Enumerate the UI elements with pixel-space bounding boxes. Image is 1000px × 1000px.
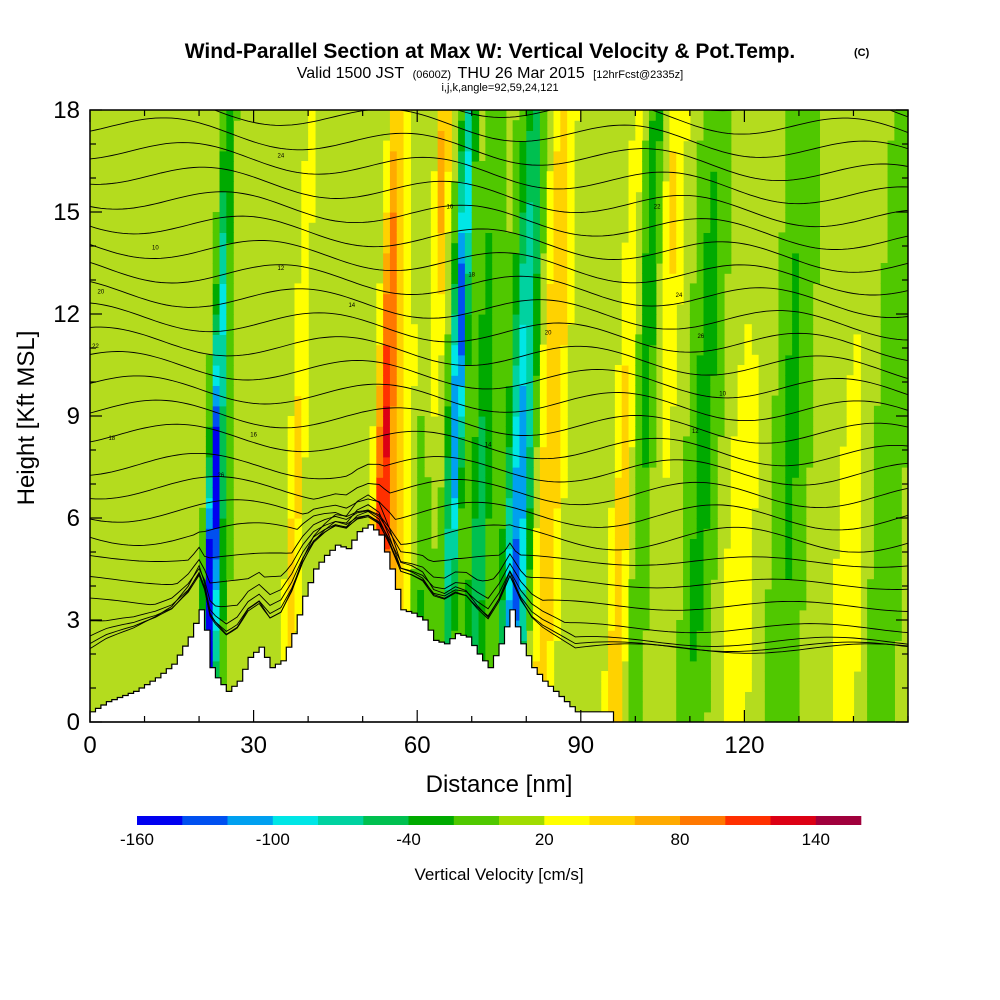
theta-contour-label: 14	[485, 443, 492, 449]
theta-contour-label: 22	[654, 205, 661, 211]
plot-area: 10 12 14 16 18 20 22 24 26 10 12 14 16 18 20 22 24 26	[89, 109, 909, 723]
y-tick-label: 3	[67, 607, 80, 634]
theta-contour-label: 12	[692, 429, 699, 435]
theta-contour-label: 26	[218, 473, 225, 479]
colorbar-label: Vertical Velocity [cm/s]	[414, 865, 583, 884]
colorbar-swatch	[589, 816, 635, 825]
y-tick-label: 18	[53, 97, 80, 124]
x-tick-labels: 0 30 60 90 120	[83, 732, 764, 759]
subtitle-indices: i,j,k,angle=92,59,24,121	[441, 82, 558, 94]
y-tick-label: 12	[53, 301, 80, 328]
subtitle-date: THU 26 Mar 2015	[458, 65, 585, 82]
colorbar-tick-label: 80	[671, 830, 690, 849]
x-tick-label: 60	[404, 732, 431, 759]
subtitle-utc: (0600Z)	[413, 69, 452, 81]
colorbar-swatch	[499, 816, 545, 825]
theta-contour-label: 24	[278, 154, 285, 160]
theta-contour-label: 10	[719, 392, 726, 398]
x-tick-label: 30	[240, 732, 267, 759]
colorbar-swatch	[680, 816, 726, 825]
axis-ticks	[89, 109, 909, 723]
colorbar-swatch	[815, 816, 862, 825]
y-axis-label: Height [Kft MSL]	[13, 331, 40, 506]
subtitle-fcst: [12hrFcst@2335z]	[593, 69, 683, 81]
colorbar-swatch	[544, 816, 590, 825]
theta-contours	[90, 110, 908, 654]
theta-contour-label: 18	[108, 436, 115, 442]
colorbar-swatch	[453, 816, 500, 825]
x-axis-label: Distance [nm]	[426, 771, 573, 798]
y-tick-label: 15	[53, 199, 80, 226]
colorbar-tick-label: -40	[396, 830, 421, 849]
colorbar-swatch	[725, 816, 771, 825]
colorbar-tick-label: -160	[120, 830, 154, 849]
theta-contour-label: 22	[92, 344, 99, 350]
colorbar-tick-label: 140	[802, 830, 830, 849]
colorbar-swatch	[408, 816, 454, 825]
theta-contour-label: 18	[468, 273, 475, 279]
theta-contour-label: 16	[447, 205, 454, 211]
x-tick-label: 90	[567, 732, 594, 759]
chart-title-mark: (C)	[854, 47, 870, 59]
theta-contour-label: 16	[250, 432, 257, 438]
chart-subtitle: Valid 1500 JST (0600Z) THU 26 Mar 2015 […	[297, 65, 683, 82]
theta-contour-label: 14	[348, 303, 355, 309]
colorbar-swatch	[634, 816, 681, 825]
terrain	[89, 524, 615, 723]
y-tick-label: 9	[67, 403, 80, 430]
theta-contour-label: 26	[697, 334, 704, 340]
colorbar-swatch	[318, 816, 364, 825]
x-tick-label: 120	[724, 732, 764, 759]
colorbar-swatch	[137, 816, 183, 825]
y-tick-label: 6	[67, 505, 80, 532]
x-tick-label: 0	[83, 732, 96, 759]
theta-contour-label: 12	[278, 266, 285, 272]
colorbar	[137, 816, 862, 825]
theta-contour-labels: 10 12 14 16 18 20 22 24 26 10 12 14 16 18 20 22 24 26	[92, 154, 726, 480]
subtitle-valid: Valid 1500 JST	[297, 65, 405, 82]
y-tick-label: 0	[67, 709, 80, 736]
colorbar-swatch	[272, 816, 319, 825]
colorbar-swatch	[182, 816, 228, 825]
theta-contour-label: 20	[545, 330, 552, 336]
theta-contour-label: 10	[152, 245, 159, 251]
colorbar-swatch	[227, 816, 273, 825]
colorbar-tick-label: -100	[256, 830, 290, 849]
theta-contour-label: 20	[98, 290, 105, 296]
theta-contour-label: 24	[676, 293, 683, 299]
colorbar-tick-labels: -160 -100 -40 20 80 140	[120, 830, 830, 849]
y-tick-labels: 0 3 6 9 12 15 18	[53, 97, 80, 736]
chart-title: Wind-Parallel Section at Max W: Vertical…	[185, 40, 796, 63]
colorbar-swatch	[770, 816, 816, 825]
colorbar-tick-label: 20	[535, 830, 554, 849]
colorbar-swatch	[363, 816, 409, 825]
